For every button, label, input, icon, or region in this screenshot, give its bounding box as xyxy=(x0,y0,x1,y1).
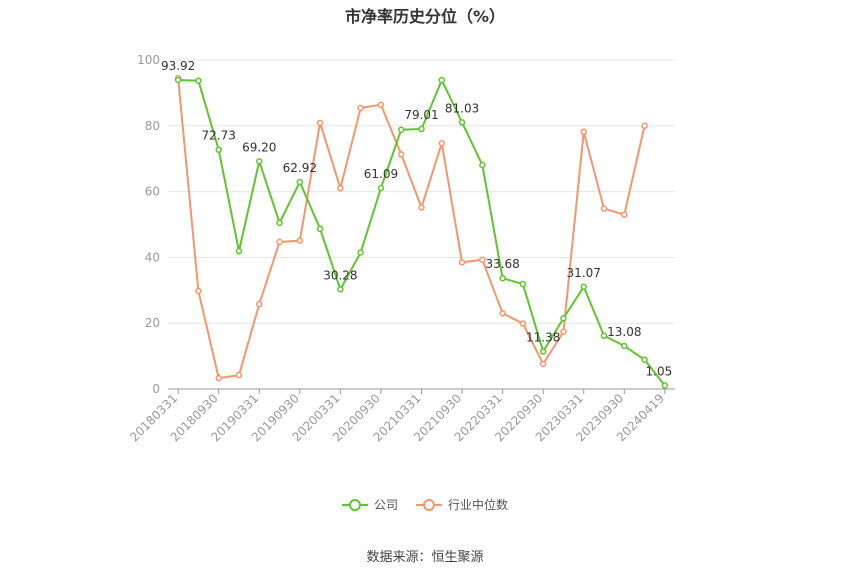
chart-title: 市净率历史分位（%） xyxy=(344,7,506,26)
data-point xyxy=(580,128,587,135)
data-label: 33.68 xyxy=(485,257,519,271)
y-tick-label: 60 xyxy=(145,185,160,199)
legend-swatch-industry-median xyxy=(416,498,442,511)
data-point xyxy=(256,300,263,308)
data-label: 81.03 xyxy=(445,101,479,115)
data-label: 30.28 xyxy=(323,268,357,282)
data-point xyxy=(316,119,324,127)
y-tick-label: 80 xyxy=(145,119,160,133)
axes: 0204060801002018033120180930201903312019… xyxy=(127,53,675,444)
data-point xyxy=(641,356,648,363)
legend-item-industry-median[interactable]: 行业中位数 xyxy=(416,496,508,513)
data-point xyxy=(235,247,243,255)
data-point xyxy=(661,382,669,389)
data-point xyxy=(418,204,425,211)
y-tick-label: 100 xyxy=(137,53,160,67)
data-point xyxy=(438,139,446,147)
data-point xyxy=(276,238,283,246)
data-point xyxy=(296,237,304,244)
grid-lines xyxy=(168,59,675,324)
data-point xyxy=(215,146,222,153)
data-point xyxy=(337,185,344,192)
series-line xyxy=(177,78,646,380)
data-point xyxy=(316,225,324,233)
data-label: 69.20 xyxy=(242,140,276,154)
series-industry-median xyxy=(174,74,648,382)
data-point xyxy=(377,184,385,192)
data-label: 1.05 xyxy=(646,365,673,379)
data-label: 93.92 xyxy=(161,59,195,73)
data-label: 62.92 xyxy=(283,161,317,175)
data-point xyxy=(418,125,425,133)
data-point xyxy=(174,76,182,84)
data-point xyxy=(397,151,405,158)
data-labels: 93.92 72.73 69.20 62.92 30.28 61.09 79.01 81.03… xyxy=(161,59,672,379)
data-point xyxy=(296,178,304,186)
data-point xyxy=(499,310,506,317)
data-point xyxy=(519,280,527,288)
legend-label-company: 公司 xyxy=(373,498,398,512)
data-point xyxy=(276,219,283,227)
data-point xyxy=(397,126,405,133)
data-point xyxy=(539,348,547,355)
data-point xyxy=(621,342,628,350)
data-point xyxy=(337,286,344,293)
data-point xyxy=(458,259,466,266)
data-point xyxy=(256,158,263,165)
data-point xyxy=(560,315,567,322)
data-point xyxy=(539,360,547,368)
series xyxy=(174,74,669,389)
data-point xyxy=(195,77,202,84)
series-company xyxy=(174,76,669,389)
data-point xyxy=(641,122,648,130)
legend-swatch-company xyxy=(341,498,368,511)
data-point xyxy=(438,76,446,84)
data-label: 13.08 xyxy=(607,325,641,339)
data-label: 61.09 xyxy=(364,167,398,181)
data-label: 79.01 xyxy=(404,108,438,122)
source-note: 数据来源：恒生聚源 xyxy=(366,550,484,565)
y-tick-label: 40 xyxy=(145,250,160,264)
data-point xyxy=(479,161,486,169)
data-point xyxy=(357,249,364,256)
y-tick-label: 20 xyxy=(145,316,160,330)
data-label: 72.73 xyxy=(202,129,236,143)
data-point xyxy=(458,119,466,126)
data-point xyxy=(519,320,527,327)
data-point xyxy=(600,205,608,212)
data-point xyxy=(560,328,567,336)
data-point xyxy=(195,287,202,295)
data-point xyxy=(377,101,385,108)
data-point xyxy=(499,274,506,282)
data-point xyxy=(580,283,587,291)
data-label: 31.07 xyxy=(567,266,601,280)
legend-item-company[interactable]: 公司 xyxy=(341,496,398,513)
legend-label-industry-median: 行业中位数 xyxy=(448,498,509,512)
data-point xyxy=(215,374,222,382)
data-point xyxy=(600,332,608,339)
legend: 公司 行业中位数 xyxy=(0,496,850,513)
data-point xyxy=(357,104,364,112)
y-tick-label: 0 xyxy=(152,382,160,396)
data-point xyxy=(479,256,486,263)
data-point xyxy=(621,211,628,218)
data-point xyxy=(235,371,243,379)
data-label: 11.38 xyxy=(526,331,560,345)
